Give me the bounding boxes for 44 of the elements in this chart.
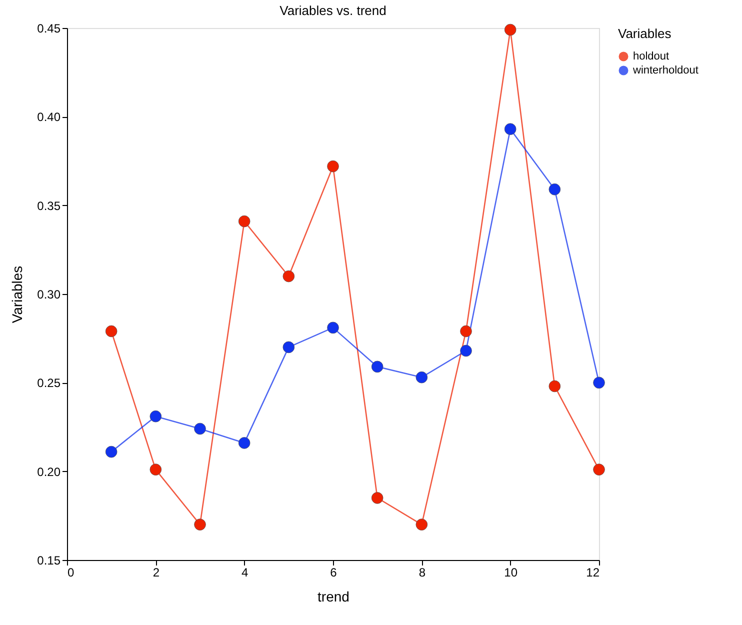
point — [194, 518, 206, 530]
x-tick-label: 10 — [504, 566, 518, 580]
y-tick-label: 0.40 — [37, 110, 61, 124]
legend-title: Variables — [618, 26, 672, 41]
point — [593, 464, 605, 476]
point — [194, 422, 206, 435]
point — [504, 24, 516, 36]
point — [282, 270, 295, 282]
legend-label: holdout — [633, 50, 670, 62]
y-axis-title: Variables — [9, 266, 26, 324]
point — [105, 325, 118, 338]
x-tick-label: 4 — [241, 566, 248, 580]
point — [327, 322, 339, 334]
point — [548, 183, 561, 196]
point — [416, 371, 428, 384]
point — [460, 325, 472, 338]
point — [327, 160, 339, 172]
point — [460, 344, 472, 357]
point — [371, 360, 384, 373]
point — [416, 518, 428, 530]
x-tick-label: 12 — [586, 566, 600, 580]
x-axis-title: trend — [318, 588, 350, 604]
point — [238, 215, 250, 228]
x-tick-label: 8 — [418, 566, 426, 580]
point — [371, 492, 384, 504]
y-tick-label: 0.25 — [37, 376, 61, 390]
y-tick-label: 0.20 — [37, 464, 61, 479]
point — [504, 123, 516, 135]
point — [548, 380, 561, 392]
legend-label: winterholdout — [632, 64, 698, 76]
point — [150, 464, 162, 476]
y-tick-label: 0.35 — [37, 198, 61, 213]
x-tick-label: 0 — [68, 566, 74, 580]
x-tick-label: 6 — [330, 566, 338, 580]
point — [282, 341, 295, 354]
x-tick-label: 2 — [152, 566, 160, 580]
point — [105, 446, 118, 458]
point — [593, 376, 605, 389]
chart-title: Variables vs. trend — [280, 3, 386, 18]
y-tick-label: 0.15 — [37, 554, 61, 568]
point — [238, 437, 250, 449]
y-tick-label: 0.30 — [37, 288, 61, 302]
point — [150, 410, 162, 422]
y-tick-label: 0.45 — [37, 22, 61, 36]
